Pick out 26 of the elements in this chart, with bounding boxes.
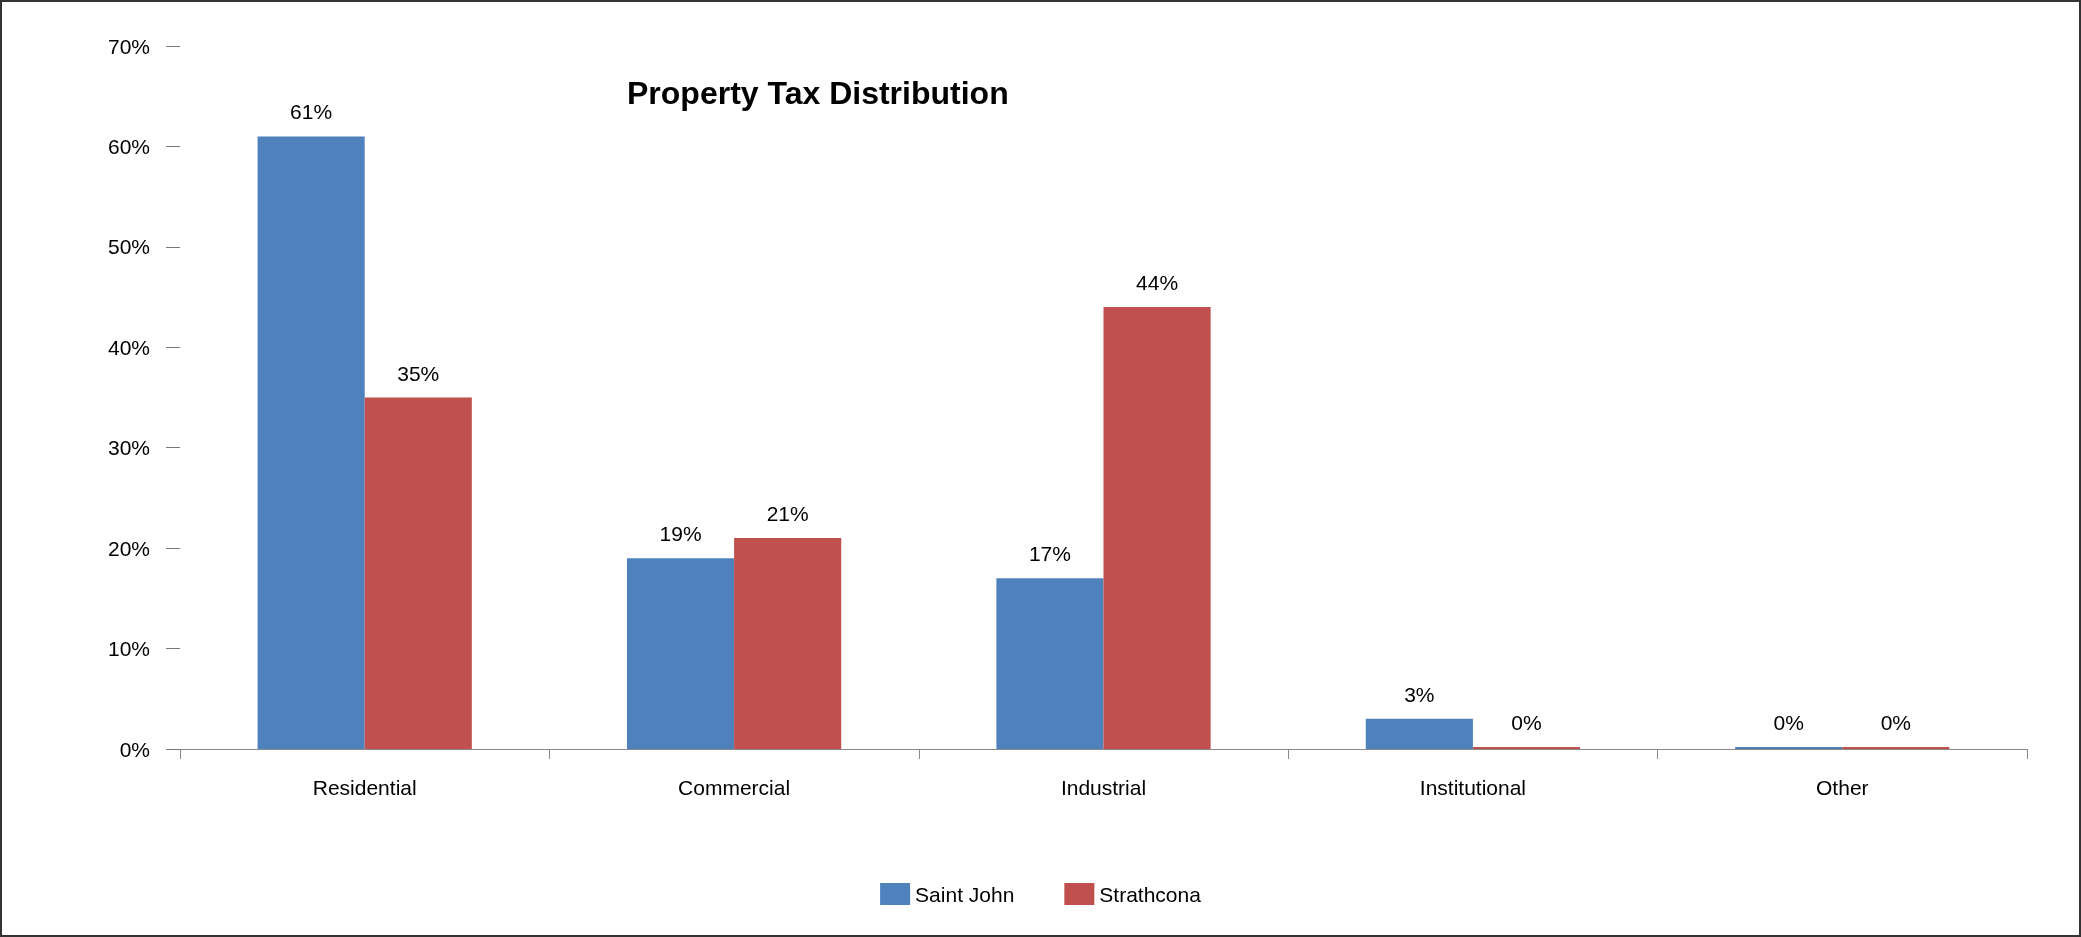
y-tick-label: 0% (119, 737, 150, 761)
data-label: 61% (290, 100, 333, 124)
legend-label: Saint John (915, 882, 1015, 906)
x-tick-label: Commercial (678, 776, 791, 799)
data-label: 35% (397, 361, 440, 385)
data-label: 0% (1511, 711, 1542, 734)
x-tick-label: Other (1816, 776, 1869, 799)
data-label: 44% (1136, 271, 1179, 295)
y-tick-label: 30% (107, 436, 150, 460)
legend-label: Strathcona (1099, 882, 1202, 906)
data-label: 21% (766, 502, 809, 526)
data-label: 17% (1028, 542, 1071, 566)
y-tick-label: 50% (107, 235, 150, 259)
x-tick-label: Industrial (1060, 776, 1147, 799)
text: Property Tax Distribution (627, 75, 1009, 111)
y-tick-label: 60% (107, 134, 150, 158)
y-tick-label: 10% (107, 637, 150, 661)
data-label: 19% (659, 522, 702, 546)
y-tick-label: 40% (107, 335, 150, 359)
data-label: 3% (1404, 682, 1435, 706)
data-label: 0% (1773, 711, 1804, 734)
x-tick-label: Residential (312, 776, 417, 799)
x-tick-label: Institutional (1419, 776, 1527, 799)
data-label: 0% (1880, 711, 1912, 734)
y-tick-label: 70% (107, 34, 150, 58)
y-tick-label: 20% (107, 536, 150, 560)
